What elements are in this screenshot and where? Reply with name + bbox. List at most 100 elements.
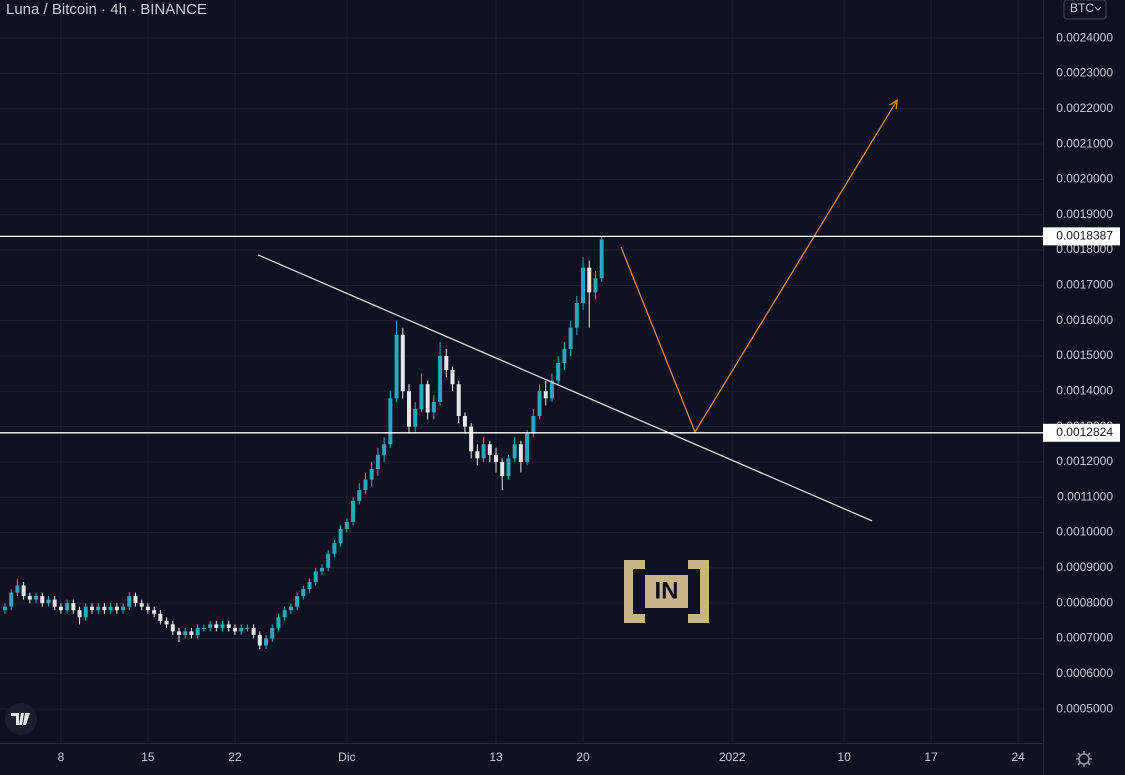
x-tick-label: Dic bbox=[338, 750, 355, 764]
candle-body bbox=[46, 599, 51, 604]
candle-body bbox=[40, 596, 45, 604]
candle-body bbox=[462, 415, 467, 427]
candle-body bbox=[556, 363, 561, 381]
candle-body bbox=[562, 348, 567, 364]
candle-body bbox=[102, 606, 107, 611]
candle-body bbox=[574, 302, 579, 328]
candle-body bbox=[469, 426, 474, 452]
candle-body bbox=[77, 610, 82, 618]
candle-body bbox=[487, 444, 492, 455]
settings-icon-teeth[interactable] bbox=[1076, 751, 1092, 767]
candle-body bbox=[239, 627, 244, 632]
candle-body bbox=[201, 627, 206, 629]
y-tick-label: 0.0007000 bbox=[1056, 631, 1113, 645]
candle-body bbox=[481, 444, 486, 459]
candle-body bbox=[394, 334, 399, 399]
candle-body bbox=[369, 468, 374, 480]
candle-body bbox=[313, 571, 318, 582]
candle-body bbox=[363, 479, 368, 491]
candle-body bbox=[431, 401, 436, 413]
candle-body bbox=[145, 606, 150, 611]
candle-body bbox=[512, 444, 517, 459]
y-tick-label: 0.0014000 bbox=[1056, 383, 1113, 397]
x-tick-label: 8 bbox=[58, 750, 65, 764]
candle-body bbox=[58, 606, 63, 611]
x-tick-label: 17 bbox=[924, 750, 938, 764]
candle-body bbox=[15, 585, 20, 593]
currency-button[interactable]: BTC bbox=[1063, 0, 1107, 20]
candle-body bbox=[406, 391, 411, 427]
logo-text: IN bbox=[655, 577, 679, 604]
x-tick-label: 24 bbox=[1011, 750, 1025, 764]
candle-body bbox=[581, 267, 586, 303]
candle-body bbox=[214, 624, 219, 628]
candle-body bbox=[127, 596, 132, 607]
candle-body bbox=[344, 521, 349, 529]
tv-logo[interactable] bbox=[5, 703, 37, 735]
candle-body bbox=[506, 458, 511, 477]
candle-body bbox=[301, 589, 306, 597]
grid bbox=[0, 0, 1043, 743]
candle-body bbox=[276, 617, 281, 628]
y-tick-label: 0.0009000 bbox=[1056, 560, 1113, 574]
candle-body bbox=[307, 581, 312, 590]
candle-body bbox=[21, 585, 26, 597]
y-tick-label: 0.0023000 bbox=[1056, 66, 1113, 80]
candle-body bbox=[531, 415, 536, 434]
dropdown-arrow[interactable] bbox=[1094, 6, 1102, 11]
x-tick-label: 15 bbox=[141, 750, 155, 764]
candle-body bbox=[375, 454, 380, 469]
candle-body bbox=[357, 490, 362, 501]
currency-box[interactable] bbox=[1063, 0, 1107, 20]
candle-body bbox=[264, 638, 269, 646]
candle-body bbox=[245, 627, 250, 629]
candle-body bbox=[34, 596, 39, 600]
y-tick-label: 0.0021000 bbox=[1056, 136, 1113, 150]
candle-body bbox=[83, 606, 88, 618]
candle-body bbox=[549, 380, 554, 399]
candle-body bbox=[114, 606, 119, 611]
candle-body bbox=[270, 627, 275, 639]
candle-body bbox=[413, 408, 418, 427]
candle-body bbox=[419, 384, 424, 409]
candle-body bbox=[288, 606, 293, 611]
candle-body bbox=[425, 384, 430, 413]
candle-body bbox=[65, 603, 70, 611]
x-tick-label: 20 bbox=[576, 750, 590, 764]
currency-label[interactable]: BTC bbox=[1070, 1, 1094, 15]
x-tick-label: 10 bbox=[837, 750, 851, 764]
candle-body bbox=[170, 624, 175, 632]
trend-drawing bbox=[620, 99, 898, 434]
candle-body bbox=[282, 610, 287, 618]
candle-body bbox=[388, 398, 393, 445]
candle-body bbox=[593, 278, 598, 293]
plot bbox=[0, 99, 1043, 650]
watermark-logo: IN bbox=[624, 560, 709, 623]
candle-body bbox=[177, 631, 182, 635]
candle-body bbox=[52, 599, 57, 607]
candle-body bbox=[195, 627, 200, 635]
x-tick-label: 22 bbox=[228, 750, 242, 764]
candle-body bbox=[351, 500, 356, 522]
candle-body bbox=[232, 627, 237, 632]
logo-center bbox=[645, 575, 688, 608]
candle-body bbox=[158, 613, 163, 621]
price-label-box bbox=[1043, 423, 1120, 442]
y-tick-label: 0.0005000 bbox=[1056, 701, 1113, 715]
tv-logo-mark[interactable] bbox=[11, 713, 30, 725]
candle-body bbox=[444, 355, 449, 371]
candle-body bbox=[96, 606, 101, 611]
y-tick-label: 0.0006000 bbox=[1056, 666, 1113, 680]
candle-body bbox=[121, 606, 126, 611]
candle-body bbox=[568, 327, 573, 349]
y-tick-label: 0.0008000 bbox=[1056, 595, 1113, 609]
symbol-title: Luna / Bitcoin · 4h · BINANCE bbox=[6, 1, 207, 18]
candle-body bbox=[108, 606, 113, 611]
price-label: 0.0012824 bbox=[1056, 425, 1113, 439]
settings-button[interactable] bbox=[1076, 751, 1092, 767]
candle-body bbox=[475, 451, 480, 459]
axes: 0.0005000 0.0006000 0.0007000 0.0008000 0.00… bbox=[58, 30, 1120, 764]
candle-body bbox=[133, 596, 138, 604]
candle-body bbox=[450, 370, 455, 385]
